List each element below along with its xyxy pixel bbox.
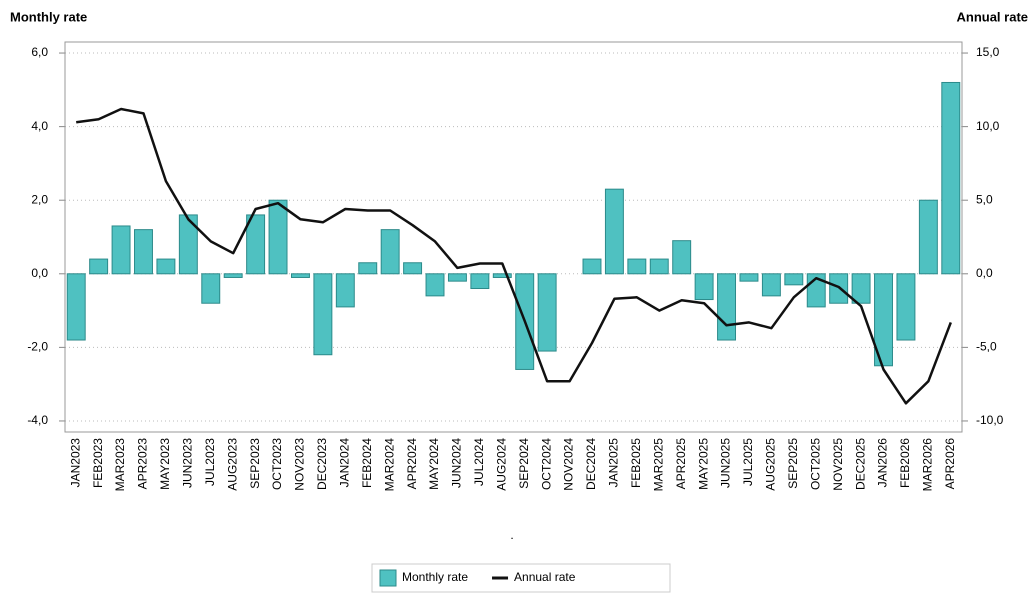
bar (358, 262, 378, 275)
x-tick-label: OCT2024 (539, 438, 553, 490)
y-tick-label: 0,0 (31, 266, 48, 280)
bar (896, 273, 916, 341)
y2-tick-label: 0,0 (976, 266, 993, 280)
bar (178, 214, 198, 275)
bar (851, 273, 871, 304)
bar (290, 273, 310, 278)
x-tick-label: MAY2025 (696, 438, 710, 490)
x-tick-label: AUG2023 (225, 438, 239, 491)
line (76, 107, 952, 405)
x-tick-label: MAR2024 (382, 438, 396, 492)
x-tick-label: JUL2024 (472, 438, 486, 486)
y2-tick-label: -5,0 (976, 340, 997, 354)
bar (246, 214, 266, 275)
bar (627, 258, 647, 275)
y-tick-label: 6,0 (31, 45, 48, 59)
x-tick-label: APR2025 (674, 438, 688, 490)
legend-label: Annual rate (514, 570, 576, 584)
x-tick-label: JUN2024 (450, 438, 464, 488)
bar (739, 273, 759, 282)
bar (918, 199, 938, 275)
y2-tick-label: -10,0 (976, 413, 1004, 427)
x-tick-label: JAN2025 (607, 438, 621, 488)
x-tick-label: OCT2025 (808, 438, 822, 490)
x-tick-label: OCT2023 (270, 438, 284, 490)
bar (874, 273, 893, 367)
plot-border (64, 41, 963, 433)
bar (425, 273, 445, 297)
bar (447, 273, 467, 282)
x-tick-label: MAR2025 (651, 438, 665, 492)
x-tick-label: APR2023 (136, 438, 150, 490)
bar (201, 273, 221, 304)
x-tick-label: APR2024 (405, 438, 419, 490)
x-tick-label: FEB2026 (898, 438, 912, 488)
bar (941, 81, 961, 275)
x-tick-label: FEB2023 (91, 438, 105, 488)
bar (313, 273, 333, 356)
x-tick-label: JUN2023 (181, 438, 195, 488)
bar (403, 262, 423, 275)
y2-axis-title: Annual rate (956, 9, 1028, 24)
x-tick-label: MAR2023 (113, 438, 127, 492)
y-tick-label: 4,0 (31, 119, 48, 133)
x-axis-title: . (510, 528, 513, 542)
bar (582, 258, 602, 275)
x-tick-label: AUG2025 (764, 438, 778, 491)
x-tick-label: JAN2026 (876, 438, 890, 488)
bar (492, 273, 512, 278)
bar (604, 188, 624, 275)
x-tick-label: DEC2025 (853, 438, 867, 490)
x-tick-label: NOV2025 (831, 438, 845, 491)
x-tick-label: JAN2023 (68, 438, 82, 488)
bar (66, 273, 86, 341)
x-tick-label: JUL2025 (741, 438, 755, 486)
y-tick-label: -4,0 (27, 413, 48, 427)
x-tick-label: MAR2026 (921, 438, 935, 492)
y2-tick-label: 10,0 (976, 119, 1000, 133)
bar (111, 225, 131, 275)
bar (380, 229, 400, 275)
x-tick-label: APR2026 (943, 438, 957, 490)
bar (672, 240, 692, 275)
y-tick-label: 2,0 (31, 192, 48, 206)
y-tick-label: -2,0 (27, 340, 48, 354)
x-tick-label: DEC2023 (315, 438, 329, 490)
bar (537, 273, 557, 352)
bar (156, 258, 176, 275)
bar (335, 273, 355, 308)
x-tick-label: MAY2023 (158, 438, 172, 490)
x-tick-label: DEC2024 (584, 438, 598, 490)
x-tick-label: JAN2024 (337, 438, 351, 488)
x-tick-label: AUG2024 (494, 438, 508, 491)
x-tick-label: MAY2024 (427, 438, 441, 490)
x-tick-label: JUL2023 (203, 438, 217, 486)
x-tick-label: SEP2024 (517, 438, 531, 489)
legend-swatch (379, 569, 397, 587)
x-tick-label: JUN2025 (719, 438, 733, 488)
y-axis-title: Monthly rate (10, 9, 87, 24)
bar (134, 229, 153, 275)
x-tick-label: FEB2025 (629, 438, 643, 488)
x-tick-label: SEP2023 (248, 438, 262, 489)
bar (784, 273, 804, 286)
x-tick-label: NOV2024 (562, 438, 576, 491)
bar (268, 199, 288, 275)
bar (89, 258, 109, 275)
legend-box (371, 563, 671, 593)
x-tick-label: NOV2023 (293, 438, 307, 491)
bar (761, 273, 781, 297)
bar (694, 273, 714, 301)
legend-label: Monthly rate (402, 570, 468, 584)
bar (470, 273, 490, 290)
bar (717, 273, 737, 341)
bar (223, 273, 243, 278)
y2-tick-label: 5,0 (976, 192, 993, 206)
bar (649, 258, 669, 275)
x-tick-label: SEP2025 (786, 438, 800, 489)
x-tick-label: FEB2024 (360, 438, 374, 488)
y2-tick-label: 15,0 (976, 45, 1000, 59)
